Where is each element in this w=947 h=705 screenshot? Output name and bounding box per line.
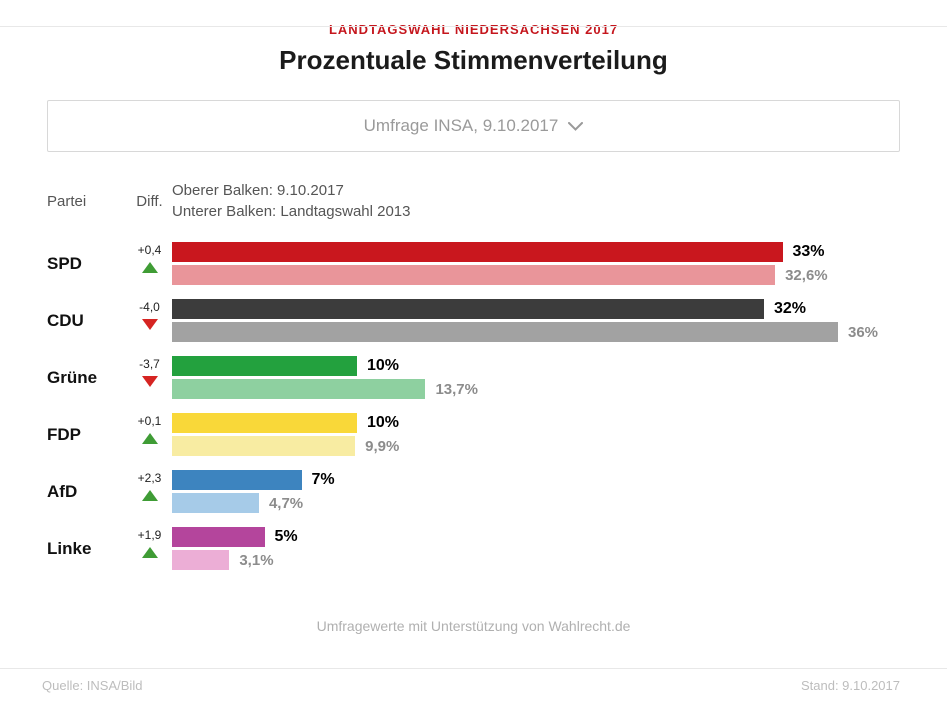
trend-up-icon bbox=[141, 547, 158, 558]
top-divider bbox=[0, 26, 947, 27]
diff-value: +0,1 bbox=[137, 414, 162, 428]
chart-header: Partei Diff. Oberer Balken: 9.10.2017 Un… bbox=[47, 180, 900, 222]
chevron-down-icon bbox=[568, 121, 584, 131]
current-poll-bar bbox=[172, 470, 302, 490]
diff-value: +1,9 bbox=[137, 528, 162, 542]
party-row: Linke +1,9 5% 3,1% bbox=[47, 527, 900, 570]
previous-election-value: 36% bbox=[848, 323, 879, 341]
previous-election-bar bbox=[172, 550, 230, 570]
party-row: Grüne -3,7 10% 13,7% bbox=[47, 356, 900, 399]
footer: Quelle: INSA/Bild Stand: 9.10.2017 bbox=[42, 678, 900, 693]
bar-pair: 10% 13,7% bbox=[172, 356, 900, 399]
diff-cell: +0,4 bbox=[127, 242, 172, 285]
previous-election-bar bbox=[172, 322, 838, 342]
party-label: CDU bbox=[47, 310, 84, 330]
diff-cell: +0,1 bbox=[127, 413, 172, 456]
party-row: CDU -4,0 32% 36% bbox=[47, 299, 900, 342]
diff-cell: -4,0 bbox=[127, 299, 172, 342]
stand-label: Stand: 9.10.2017 bbox=[800, 678, 900, 693]
page: LANDTAGSWAHL NIEDERSACHSEN 2017 Prozentu… bbox=[0, 22, 947, 634]
party-label: SPD bbox=[47, 253, 82, 273]
current-poll-bar bbox=[172, 299, 764, 319]
previous-election-bar bbox=[172, 265, 776, 285]
current-poll-bar bbox=[172, 356, 357, 376]
bar-chart: SPD +0,4 33% 32,6% CDU -4,0 bbox=[47, 242, 900, 570]
trend-up-icon bbox=[141, 490, 158, 501]
trend-down-icon bbox=[141, 319, 158, 330]
previous-election-bar bbox=[172, 436, 356, 456]
previous-election-bar bbox=[172, 379, 426, 399]
source-label: Quelle: INSA/Bild bbox=[42, 678, 143, 693]
column-header-diff: Diff. bbox=[136, 192, 163, 210]
bar-pair: 32% 36% bbox=[172, 299, 900, 342]
current-poll-value: 33% bbox=[792, 243, 825, 260]
trend-up-icon bbox=[141, 262, 158, 273]
bar-pair: 5% 3,1% bbox=[172, 527, 900, 570]
party-label: Grüne bbox=[47, 367, 98, 387]
party-row: FDP +0,1 10% 9,9% bbox=[47, 413, 900, 456]
party-label: FDP bbox=[47, 424, 81, 444]
current-poll-bar bbox=[172, 242, 783, 262]
previous-election-value: 32,6% bbox=[785, 266, 828, 284]
previous-election-value: 9,9% bbox=[365, 437, 400, 455]
diff-value: +0,4 bbox=[137, 243, 162, 257]
attribution-note: Umfragewerte mit Unterstützung von Wahlr… bbox=[316, 618, 631, 634]
current-poll-value: 7% bbox=[311, 471, 335, 488]
party-label: AfD bbox=[47, 481, 78, 501]
bar-pair: 7% 4,7% bbox=[172, 470, 900, 513]
previous-election-bar bbox=[172, 493, 259, 513]
bar-pair: 10% 9,9% bbox=[172, 413, 900, 456]
party-label: Linke bbox=[47, 538, 92, 558]
page-title: Prozentuale Stimmenverteilung bbox=[279, 45, 668, 75]
bar-pair: 33% 32,6% bbox=[172, 242, 900, 285]
poll-selector-dropdown[interactable]: Umfrage INSA, 9.10.2017 bbox=[47, 100, 900, 152]
diff-value: -3,7 bbox=[139, 357, 160, 371]
party-row: AfD +2,3 7% 4,7% bbox=[47, 470, 900, 513]
diff-cell: -3,7 bbox=[127, 356, 172, 399]
diff-cell: +2,3 bbox=[127, 470, 172, 513]
column-header-partei: Partei bbox=[47, 192, 87, 210]
current-poll-value: 32% bbox=[774, 300, 807, 317]
bottom-divider bbox=[0, 668, 947, 669]
current-poll-bar bbox=[172, 527, 265, 547]
legend-top-bar: Oberer Balken: 9.10.2017 bbox=[172, 182, 344, 199]
current-poll-value: 10% bbox=[367, 357, 400, 374]
legend-bottom-bar: Unterer Balken: Landtagswahl 2013 bbox=[172, 203, 411, 220]
previous-election-value: 13,7% bbox=[435, 380, 478, 398]
diff-value: +2,3 bbox=[137, 471, 162, 485]
current-poll-bar bbox=[172, 413, 357, 433]
diff-value: -4,0 bbox=[139, 300, 160, 314]
poll-selector-label: Umfrage INSA, 9.10.2017 bbox=[363, 116, 559, 135]
previous-election-value: 3,1% bbox=[239, 551, 274, 569]
bar-legend: Oberer Balken: 9.10.2017 Unterer Balken:… bbox=[172, 180, 900, 222]
previous-election-value: 4,7% bbox=[268, 494, 304, 512]
current-poll-value: 5% bbox=[274, 528, 298, 545]
trend-up-icon bbox=[141, 433, 158, 444]
kicker: LANDTAGSWAHL NIEDERSACHSEN 2017 bbox=[328, 22, 619, 37]
diff-cell: +1,9 bbox=[127, 527, 172, 570]
current-poll-value: 10% bbox=[367, 414, 400, 431]
trend-down-icon bbox=[141, 376, 158, 387]
party-row: SPD +0,4 33% 32,6% bbox=[47, 242, 900, 285]
